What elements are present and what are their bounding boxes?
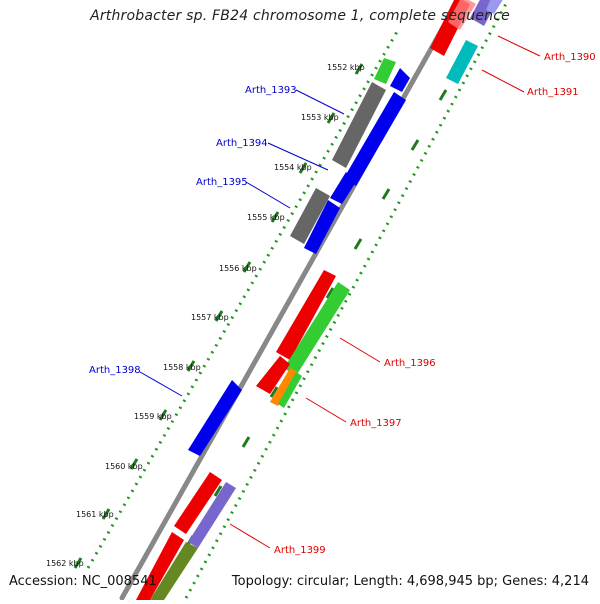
kbp-label: 1562 kbp bbox=[46, 559, 84, 568]
connector-arth-1394 bbox=[267, 142, 329, 171]
outer-dotted-guide bbox=[86, 29, 400, 569]
tick-mark bbox=[270, 211, 280, 223]
tick-mark bbox=[438, 89, 448, 101]
gene-arth-1390-highlight bbox=[448, 0, 476, 30]
kbp-label: 1560 kbp bbox=[105, 462, 143, 471]
tick-mark bbox=[353, 238, 363, 250]
tick-mark bbox=[410, 139, 420, 151]
summary-text: Topology: circular; Length: 4,698,945 bp… bbox=[231, 574, 589, 589]
tick-mark bbox=[326, 112, 336, 124]
kbp-tick-labels: 1552 kbp 1553 kbp 1554 kbp 1555 kbp 1556… bbox=[46, 63, 365, 568]
gene-red-1396b[interactable] bbox=[256, 356, 290, 394]
tick-mark bbox=[214, 310, 224, 322]
connector-arth-1399 bbox=[229, 523, 271, 549]
label-arth-1399[interactable]: Arth_1399 bbox=[274, 545, 326, 556]
gene-purple-1399[interactable] bbox=[188, 482, 236, 548]
inner-dotted-guide bbox=[184, 0, 510, 599]
gene-green-1396[interactable] bbox=[284, 282, 350, 376]
connector-arth-1397 bbox=[305, 397, 347, 423]
tick-mark bbox=[269, 386, 279, 398]
gene-blue-1394[interactable] bbox=[344, 92, 406, 186]
label-arth-1395[interactable]: Arth_1395 bbox=[196, 177, 248, 188]
label-arth-1398[interactable]: Arth_1398 bbox=[89, 365, 141, 376]
map-title: Arthrobacter sp. FB24 chromosome 1, comp… bbox=[90, 8, 510, 24]
gene-gray-1395[interactable] bbox=[290, 188, 330, 244]
connector-arth-1395 bbox=[245, 181, 291, 209]
connector-arth-1391 bbox=[481, 69, 525, 93]
tick-mark bbox=[241, 436, 251, 448]
gene-purple-top-2 bbox=[486, 0, 503, 14]
kbp-label: 1555 kbp bbox=[247, 213, 285, 222]
gene-green-1397[interactable] bbox=[278, 372, 302, 408]
connector-arth-1398 bbox=[139, 371, 183, 397]
gene-arth-1391[interactable] bbox=[446, 40, 478, 84]
kbp-label: 1561 kbp bbox=[76, 510, 114, 519]
backbone-line bbox=[119, 5, 457, 601]
label-arth-1391[interactable]: Arth_1391 bbox=[527, 87, 579, 98]
label-connectors bbox=[139, 35, 541, 549]
gene-blue-1395b[interactable] bbox=[304, 200, 340, 254]
connector-arth-1393 bbox=[295, 89, 345, 115]
gene-blue-1398[interactable] bbox=[188, 380, 242, 456]
label-arth-1390[interactable]: Arth_1390 bbox=[544, 52, 596, 63]
gene-blue-arrow-top[interactable] bbox=[390, 68, 410, 92]
kbp-label: 1552 kbp bbox=[327, 63, 365, 72]
label-arth-1396[interactable]: Arth_1396 bbox=[384, 358, 436, 369]
connector-arth-1390 bbox=[497, 35, 541, 57]
gene-red-1396a[interactable] bbox=[276, 270, 336, 360]
tick-mark bbox=[158, 409, 168, 421]
connector-arth-1396 bbox=[339, 337, 381, 363]
kbp-label: 1558 kbp bbox=[163, 363, 201, 372]
tick-mark bbox=[354, 63, 364, 75]
gene-green-small[interactable] bbox=[374, 58, 396, 84]
kbp-label: 1559 kbp bbox=[134, 412, 172, 421]
gene-olive-bottom[interactable] bbox=[150, 542, 198, 600]
kbp-label: 1554 kbp bbox=[274, 163, 312, 172]
gene-labels: Arth_1390 Arth_1391 Arth_1393 Arth_1394 … bbox=[89, 52, 596, 556]
gene-orange-1397[interactable] bbox=[270, 368, 298, 406]
gene-blue-1395a[interactable] bbox=[330, 172, 356, 204]
accession-text: Accession: NC_008541 bbox=[9, 574, 157, 589]
gene-gray-1393[interactable] bbox=[332, 82, 386, 168]
tick-mark bbox=[298, 162, 308, 174]
kbp-label: 1553 kbp bbox=[301, 113, 339, 122]
tick-mark bbox=[381, 188, 391, 200]
gene-red-bottom[interactable] bbox=[136, 532, 184, 600]
label-arth-1397[interactable]: Arth_1397 bbox=[350, 418, 402, 429]
tick-mark bbox=[325, 287, 335, 299]
tick-mark bbox=[101, 508, 111, 520]
label-arth-1394[interactable]: Arth_1394 bbox=[216, 138, 268, 149]
tick-mark bbox=[213, 485, 223, 497]
kbp-label: 1556 kbp bbox=[219, 264, 257, 273]
tick-mark bbox=[129, 458, 139, 470]
tick-mark bbox=[73, 557, 83, 569]
label-arth-1393[interactable]: Arth_1393 bbox=[245, 85, 297, 96]
gene-red-1399a[interactable] bbox=[174, 472, 222, 534]
tick-mark bbox=[242, 261, 252, 273]
genes bbox=[136, 0, 503, 600]
kbp-label: 1557 kbp bbox=[191, 313, 229, 322]
tick-mark bbox=[186, 360, 196, 372]
